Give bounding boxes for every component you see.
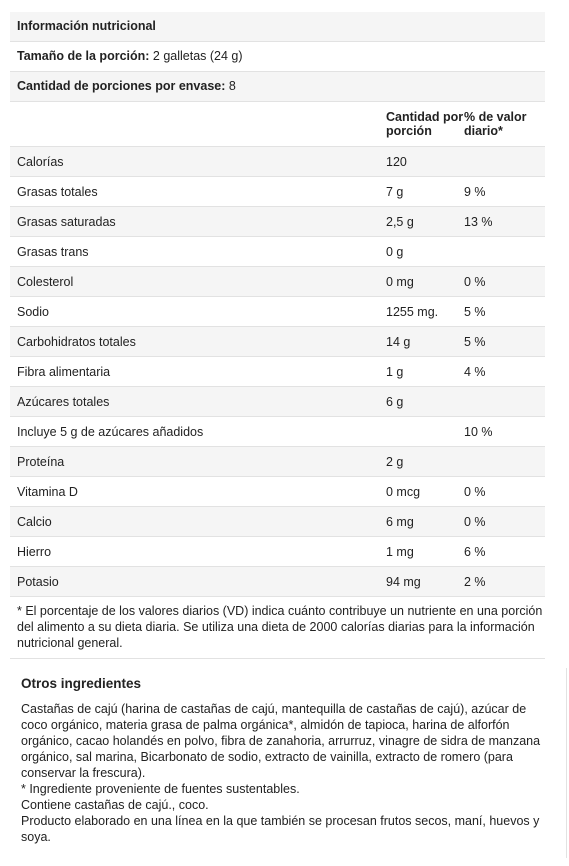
nutrient-row: Potasio 94 mg 2 % bbox=[10, 567, 545, 597]
column-header-row: Cantidad por porción% de valor diario* bbox=[10, 102, 545, 147]
nutrient-row: Calorías 120 bbox=[10, 147, 545, 177]
nutrient-dv: 2 % bbox=[464, 574, 486, 589]
nutrient-amount: 6 g bbox=[386, 394, 404, 409]
nutrient-name: Sodio bbox=[17, 304, 49, 319]
divider bbox=[566, 668, 567, 858]
column-header: % de valor diario* bbox=[464, 110, 527, 138]
nutrient-dv: 6 % bbox=[464, 544, 486, 559]
nutrient-amount: 0 mcg bbox=[386, 484, 421, 499]
nutrient-amount: 14 g bbox=[386, 334, 411, 349]
ingredients-title: Otros ingredientes bbox=[21, 676, 142, 691]
info-value: 2 galletas (24 g) bbox=[152, 49, 243, 63]
nutrient-amount: 2 g bbox=[386, 454, 404, 469]
nutrient-row: Grasas totales 7 g 9 % bbox=[10, 177, 545, 207]
nutrient-name: Grasas trans bbox=[17, 244, 89, 259]
nutrient-name: Calorías bbox=[17, 154, 64, 169]
nutrient-row: Proteína 2 g bbox=[10, 447, 545, 477]
nutrient-row: Hierro 1 mg 6 % bbox=[10, 537, 545, 567]
nutrient-dv: 9 % bbox=[464, 184, 486, 199]
nutrient-name: Incluye 5 g de azúcares añadidos bbox=[17, 424, 204, 439]
nutrient-amount: 120 bbox=[386, 154, 407, 169]
nutrient-amount: 2,5 g bbox=[386, 214, 414, 229]
nutrient-row: Grasas saturadas 2,5 g 13 % bbox=[10, 207, 545, 237]
nutrient-name: Fibra alimentaria bbox=[17, 364, 111, 379]
nutrient-amount: 1 mg bbox=[386, 544, 414, 559]
nutrient-dv: 0 % bbox=[464, 274, 486, 289]
nutrient-row: Fibra alimentaria 1 g 4 % bbox=[10, 357, 545, 387]
title-row: Información nutricional bbox=[10, 12, 545, 42]
nutrient-row: Colesterol 0 mg 0 % bbox=[10, 267, 545, 297]
ingredients-text: Contiene castañas de cajú., coco. bbox=[21, 798, 209, 812]
nutrient-name: Colesterol bbox=[17, 274, 74, 289]
nutrient-row: Incluye 5 g de azúcares añadidos 10 % bbox=[10, 417, 545, 447]
table-title: Información nutricional bbox=[17, 19, 156, 33]
info-label: Tamaño de la porción: bbox=[17, 49, 150, 63]
info-row: Tamaño de la porción: 2 galletas (24 g) bbox=[10, 42, 545, 72]
nutrient-amount: 1255 mg. bbox=[386, 304, 439, 319]
nutrient-dv: 13 % bbox=[464, 214, 493, 229]
nutrient-amount: 0 mg bbox=[386, 274, 414, 289]
info-label: Cantidad de porciones por envase: bbox=[17, 79, 226, 93]
nutrient-row: Carbohidratos totales 14 g 5 % bbox=[10, 327, 545, 357]
info-value: 8 bbox=[228, 79, 236, 93]
nutrition-table: Información nutricional Tamaño de la porc… bbox=[10, 12, 545, 659]
nutrient-name: Grasas totales bbox=[17, 184, 98, 199]
nutrient-name: Grasas saturadas bbox=[17, 214, 116, 229]
nutrient-dv: 10 % bbox=[464, 424, 493, 439]
nutrient-amount: 94 mg bbox=[386, 574, 421, 589]
info-row: Cantidad de porciones por envase: 8 bbox=[10, 72, 545, 102]
nutrient-amount: 1 g bbox=[386, 364, 404, 379]
ingredients-section: Otros ingredientes Castañas de cajú (hari… bbox=[10, 668, 550, 845]
nutrient-row: Azúcares totales 6 g bbox=[10, 387, 545, 417]
ingredients-text: Producto elaborado en una línea en la qu… bbox=[21, 814, 540, 844]
nutrient-dv: 0 % bbox=[464, 514, 486, 529]
nutrient-name: Azúcares totales bbox=[17, 394, 110, 409]
nutrient-dv: 4 % bbox=[464, 364, 486, 379]
ingredients-text: * Ingrediente proveniente de fuentes sus… bbox=[21, 782, 300, 796]
nutrient-amount: 0 g bbox=[386, 244, 404, 259]
nutrient-name: Proteína bbox=[17, 454, 65, 469]
ingredients-text: Castañas de cajú (harina de castañas de … bbox=[21, 702, 541, 780]
nutrient-dv: 0 % bbox=[464, 484, 486, 499]
nutrient-row: Sodio 1255 mg. 5 % bbox=[10, 297, 545, 327]
nutrient-name: Vitamina D bbox=[17, 484, 78, 499]
nutrient-amount: 7 g bbox=[386, 184, 404, 199]
footnote: * El porcentaje de los valores diarios (… bbox=[10, 597, 545, 659]
nutrient-row: Vitamina D 0 mcg 0 % bbox=[10, 477, 545, 507]
nutrient-name: Calcio bbox=[17, 514, 52, 529]
nutrient-name: Hierro bbox=[17, 544, 52, 559]
nutrient-row: Calcio 6 mg 0 % bbox=[10, 507, 545, 537]
nutrient-dv: 5 % bbox=[464, 304, 486, 319]
column-header: Cantidad por porción bbox=[386, 110, 464, 138]
nutrient-name: Carbohidratos totales bbox=[17, 334, 136, 349]
nutrient-amount: 6 mg bbox=[386, 514, 414, 529]
nutrient-dv: 5 % bbox=[464, 334, 486, 349]
nutrient-name: Potasio bbox=[17, 574, 59, 589]
nutrient-row: Grasas trans 0 g bbox=[10, 237, 545, 267]
